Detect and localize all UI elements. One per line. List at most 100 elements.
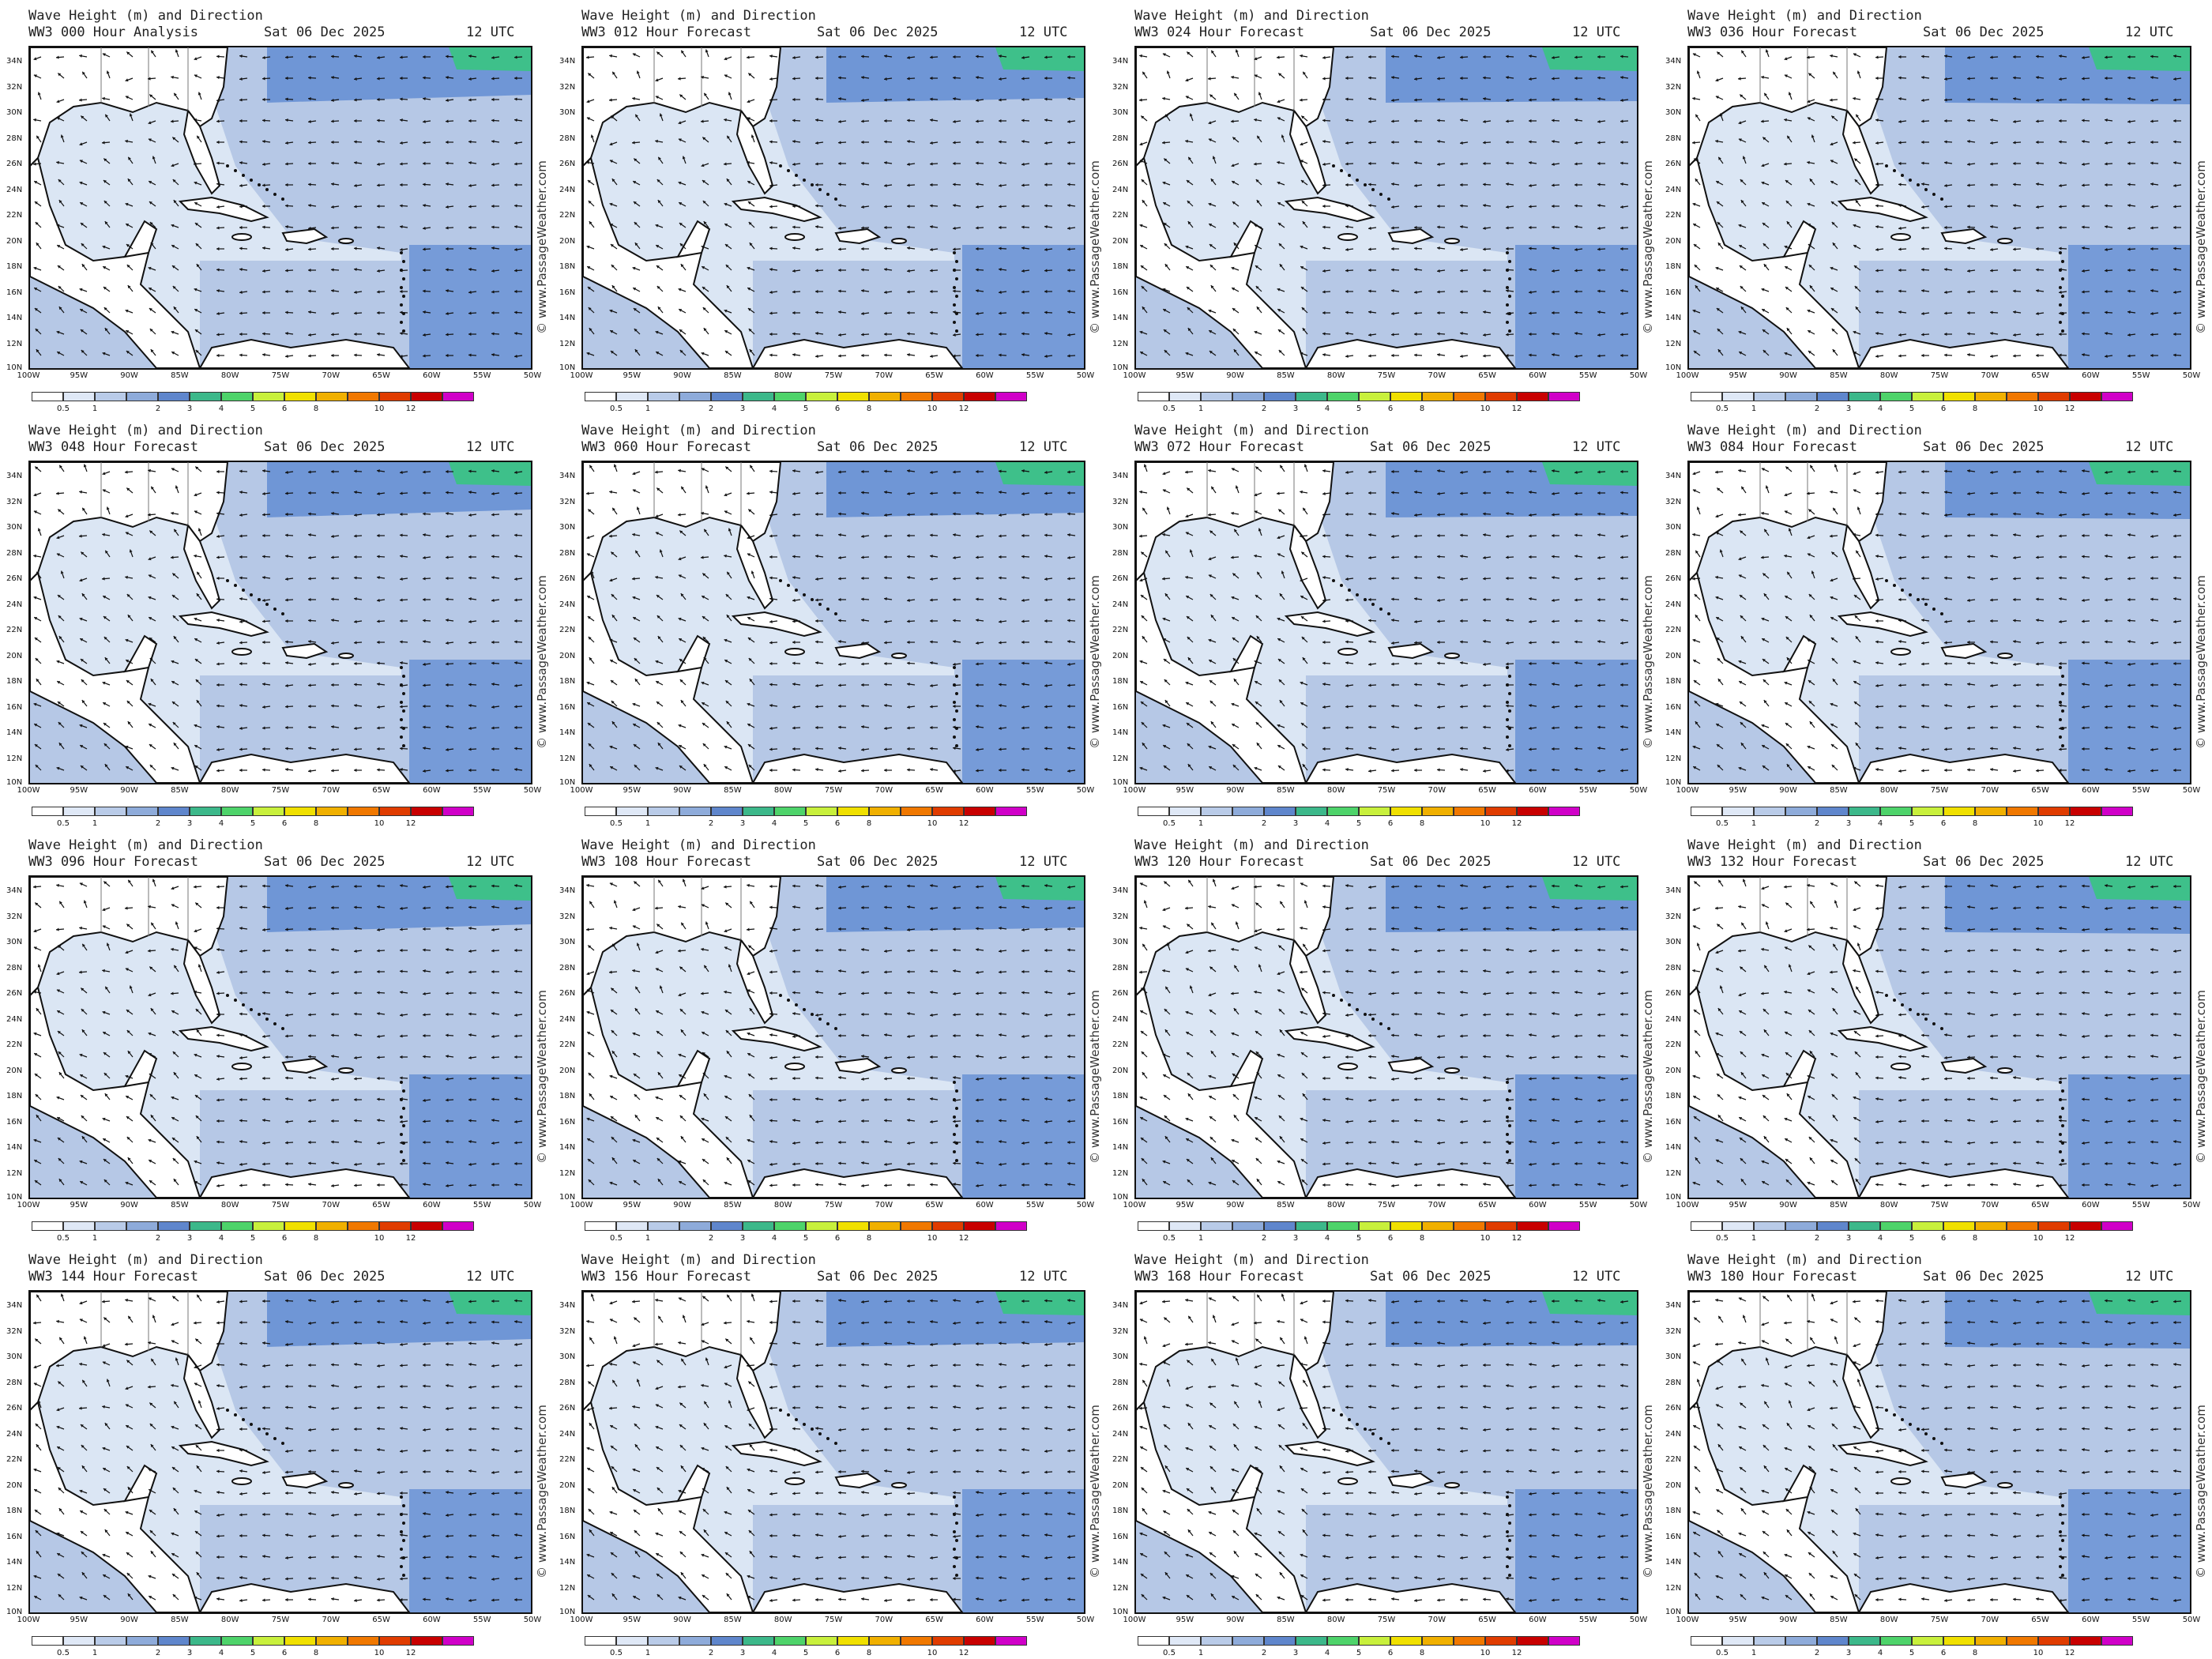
forecast-panel: Wave Height (m) and Direction WW3 132 Hou… xyxy=(1659,830,2212,1244)
forecast-panel: Wave Height (m) and Direction WW3 168 Hou… xyxy=(1106,1244,1659,1659)
colorbar-label: 2 xyxy=(1261,1234,1267,1243)
colorbar-segment xyxy=(711,807,743,816)
colorbar-segment xyxy=(1785,807,1817,816)
colorbar-segment xyxy=(2038,392,2070,401)
lat-tick-label: 32N xyxy=(6,912,23,921)
lon-tick-label: 55W xyxy=(472,786,491,795)
colorbar-label: 6 xyxy=(1387,819,1394,828)
colorbar-segment xyxy=(901,807,932,816)
colorbar-label: 12 xyxy=(1511,1649,1522,1657)
colorbar-label: 6 xyxy=(1940,1649,1947,1657)
colorbar-segment xyxy=(284,807,316,816)
lon-tick-label: 50W xyxy=(1076,1201,1095,1209)
lat-tick-label: 10N xyxy=(559,1608,576,1616)
colorbar-label: 8 xyxy=(1419,404,1425,413)
colorbar-segment xyxy=(190,1636,221,1646)
lat-tick-label: 18N xyxy=(6,677,23,686)
colorbar-label: 4 xyxy=(1877,819,1883,828)
wave-map xyxy=(581,461,1085,784)
colorbar-label: 0.5 xyxy=(610,1649,623,1657)
panel-utc: 12 UTC xyxy=(466,1269,515,1285)
lon-tick-label: 50W xyxy=(1629,1616,1648,1624)
lat-tick-label: 14N xyxy=(1665,314,1682,322)
lon-tick-label: 65W xyxy=(925,786,943,795)
lat-tick-label: 14N xyxy=(6,1143,23,1152)
colorbar-label: 8 xyxy=(1972,819,1978,828)
colorbar-segment xyxy=(1169,1221,1201,1231)
lat-tick-label: 28N xyxy=(1112,134,1129,143)
colorbar-segment xyxy=(1691,392,1722,401)
forecast-panel: Wave Height (m) and Direction WW3 180 Hou… xyxy=(1659,1244,2212,1659)
lat-tick-label: 22N xyxy=(1665,1455,1682,1464)
lat-tick-label: 16N xyxy=(1665,288,1682,297)
watermark-text: © www.PassageWeather.com xyxy=(2194,160,2208,334)
colorbar-label: 5 xyxy=(1356,1234,1362,1243)
wave-map xyxy=(28,46,532,370)
colorbar-label: 6 xyxy=(281,1649,288,1657)
colorbar-segment xyxy=(711,392,743,401)
colorbar-label: 3 xyxy=(1845,404,1852,413)
panel-date: Sat 06 Dec 2025 xyxy=(1370,439,1492,455)
lon-tick-label: 95W xyxy=(70,1616,88,1624)
colorbar-segment xyxy=(1169,807,1201,816)
lat-tick-label: 16N xyxy=(1112,702,1129,712)
lon-tick-label: 75W xyxy=(1377,786,1396,795)
lon-tick-label: 50W xyxy=(1629,1201,1648,1209)
lat-tick-label: 14N xyxy=(1112,314,1129,322)
lat-tick-label: 32N xyxy=(1665,497,1682,506)
colorbar-segment xyxy=(1943,1636,1975,1646)
lon-tick-label: 60W xyxy=(423,1616,441,1624)
colorbar-label: 1 xyxy=(92,1649,98,1657)
colorbar-segment xyxy=(932,1221,964,1231)
colorbar-label: 8 xyxy=(1419,1649,1425,1657)
lon-tick-label: 100W xyxy=(1123,786,1146,795)
lon-tick-label: 75W xyxy=(824,1616,843,1624)
colorbar-segment xyxy=(1232,1636,1264,1646)
lon-tick-label: 50W xyxy=(2182,786,2201,795)
lon-tick-label: 85W xyxy=(724,371,742,380)
lon-tick-label: 60W xyxy=(976,1616,994,1624)
lat-tick-label: 34N xyxy=(1112,472,1129,480)
lat-tick-label: 24N xyxy=(6,185,23,194)
colorbar-label: 4 xyxy=(1324,1649,1330,1657)
watermark-text: © www.PassageWeather.com xyxy=(1088,575,1102,749)
wave-map xyxy=(1134,46,1638,370)
wave-map xyxy=(1134,875,1638,1199)
wave-map xyxy=(581,1290,1085,1614)
lat-tick-label: 32N xyxy=(1112,82,1129,92)
colorbar-label: 1 xyxy=(1198,819,1204,828)
lat-tick-label: 32N xyxy=(1112,497,1129,506)
colorbar-label: 5 xyxy=(1356,819,1362,828)
colorbar-segment xyxy=(616,1636,648,1646)
lat-tick-label: 18N xyxy=(559,677,576,686)
colorbar-segment xyxy=(585,1221,616,1231)
colorbar-segment xyxy=(806,1636,837,1646)
colorbar-segment xyxy=(63,807,95,816)
lat-tick-label: 22N xyxy=(1112,211,1129,220)
colorbar-segment xyxy=(1943,1221,1975,1231)
colorbar-label: 10 xyxy=(927,819,938,828)
colorbar-label: 5 xyxy=(250,819,256,828)
colorbar-segment xyxy=(1232,1221,1264,1231)
lat-tick-label: 10N xyxy=(1665,1193,1682,1202)
lat-tick-label: 16N xyxy=(559,702,576,712)
colorbar-label: 8 xyxy=(313,404,319,413)
colorbar-label: 2 xyxy=(1261,404,1267,413)
colorbar-label: 10 xyxy=(1480,1234,1491,1243)
lon-tick-label: 70W xyxy=(1428,371,1446,380)
lat-tick-label: 14N xyxy=(559,314,576,322)
lon-tick-label: 80W xyxy=(1326,786,1345,795)
colorbar-segment xyxy=(95,1636,126,1646)
colorbar-label: 2 xyxy=(1814,1234,1820,1243)
colorbar-segment xyxy=(964,1636,995,1646)
lat-tick-label: 28N xyxy=(6,963,23,972)
colorbar-label: 8 xyxy=(313,1234,319,1243)
forecast-panel: Wave Height (m) and Direction WW3 000 Hou… xyxy=(0,0,553,415)
lon-tick-label: 65W xyxy=(925,1201,943,1209)
lat-tick-label: 14N xyxy=(6,1558,23,1567)
wave-map xyxy=(581,875,1085,1199)
colorbar-segment xyxy=(964,1221,995,1231)
lat-tick-label: 10N xyxy=(1665,778,1682,787)
lat-tick-label: 28N xyxy=(1665,1378,1682,1387)
